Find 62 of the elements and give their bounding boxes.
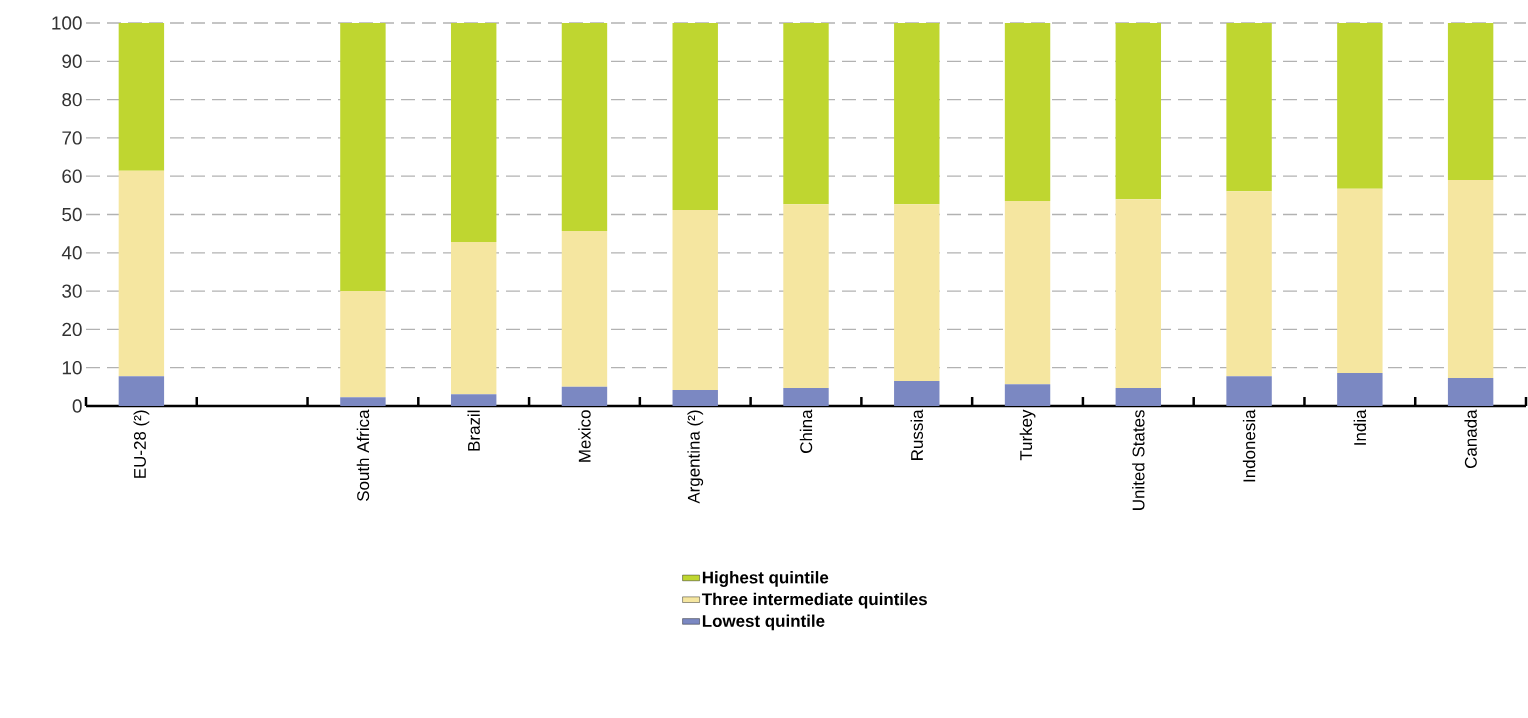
bar xyxy=(561,386,608,406)
bar xyxy=(672,209,718,390)
bar xyxy=(783,204,829,388)
x-tick-label: United States xyxy=(1132,410,1145,510)
x-tick-label: Argentina (²) xyxy=(687,410,704,504)
bar xyxy=(118,170,165,377)
legend-label: Three intermediate quintiles xyxy=(701,592,927,609)
x-tick-label: Russia xyxy=(910,409,923,460)
x-tick-label: India xyxy=(1353,409,1367,445)
bar xyxy=(561,23,608,231)
y-tick-label: 70 xyxy=(62,131,82,145)
y-tick-label: 0 xyxy=(72,399,82,413)
bar xyxy=(1337,188,1383,374)
bar xyxy=(672,389,718,406)
bar xyxy=(1004,201,1051,385)
x-tick-label: Canada xyxy=(1464,409,1477,468)
bar xyxy=(1447,378,1494,406)
bar xyxy=(1115,199,1162,388)
y-tick-label: 10 xyxy=(62,361,82,375)
bar xyxy=(1337,373,1383,406)
bar xyxy=(1226,376,1272,406)
bar xyxy=(340,23,386,292)
y-tick-label: 40 xyxy=(61,246,82,260)
bar xyxy=(561,230,608,387)
bar xyxy=(1447,23,1494,181)
bar xyxy=(894,204,940,382)
bar xyxy=(340,397,386,406)
legend-label: Lowest quintile xyxy=(702,614,825,631)
bar xyxy=(1337,23,1383,189)
bar xyxy=(672,23,718,210)
x-tick-label: Turkey xyxy=(1019,409,1036,461)
x-tick-label: South Africa xyxy=(356,409,370,502)
bar xyxy=(1447,180,1494,379)
x-tick-label: China xyxy=(799,409,813,453)
y-tick-label: 60 xyxy=(62,169,82,183)
bar xyxy=(118,23,165,171)
x-tick-label: EU-28 (²) xyxy=(133,410,150,478)
bar xyxy=(783,23,829,205)
y-tick-label: 100 xyxy=(52,16,82,30)
bar xyxy=(1226,191,1272,377)
x-tick-label: Mexico xyxy=(578,410,591,462)
x-tick-label: Indonesia xyxy=(1242,409,1256,482)
bar xyxy=(894,381,940,406)
bar xyxy=(1004,23,1051,202)
bar xyxy=(1115,388,1162,406)
bar xyxy=(450,394,497,406)
legend-label: Highest quintile xyxy=(702,571,829,587)
bar xyxy=(783,388,829,406)
bar xyxy=(118,376,165,406)
y-tick-label: 80 xyxy=(62,92,82,107)
y-tick-label: 20 xyxy=(62,322,82,337)
bar xyxy=(450,23,497,243)
bar xyxy=(450,242,497,395)
bar xyxy=(1004,384,1051,406)
bar xyxy=(1115,23,1162,200)
bar xyxy=(1226,23,1272,192)
bar xyxy=(894,23,940,205)
y-tick-label: 50 xyxy=(62,207,82,222)
bar xyxy=(340,291,386,398)
y-tick-label: 30 xyxy=(62,284,82,298)
x-tick-label: Brazil xyxy=(467,410,480,451)
y-tick-label: 90 xyxy=(62,54,82,68)
